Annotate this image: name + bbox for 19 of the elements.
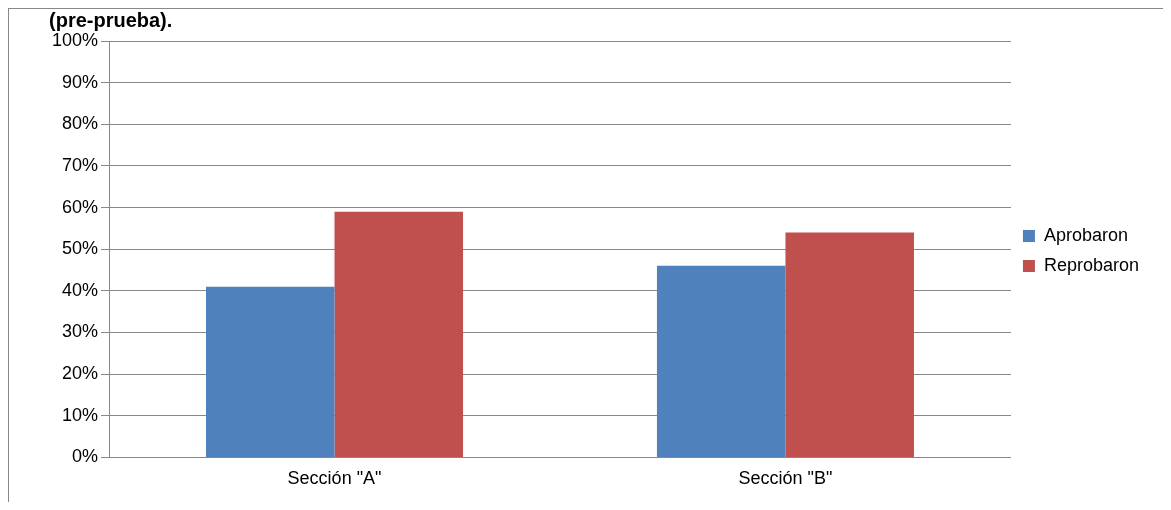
y-tick-label: 60% — [62, 196, 99, 217]
y-tick-label: 10% — [62, 404, 99, 425]
y-tick-label: 50% — [62, 238, 99, 259]
y-tick-label: 90% — [62, 71, 99, 92]
bar — [785, 232, 914, 457]
legend-label: Aprobaron — [1043, 224, 1128, 245]
bar — [656, 265, 786, 457]
chart-title: (pre-prueba). — [49, 8, 173, 31]
x-tick-label: Sección "A" — [287, 468, 382, 489]
y-tick-label: 40% — [62, 279, 99, 300]
legend-label: Reprobaron — [1043, 254, 1139, 275]
y-tick-label: 30% — [62, 321, 99, 342]
x-tick-label: Sección "B" — [738, 468, 833, 489]
y-tick-label: 20% — [62, 363, 99, 384]
bar — [205, 286, 335, 457]
y-tick-label: 70% — [62, 154, 99, 175]
y-tick-label: 0% — [72, 446, 99, 467]
bar — [334, 211, 464, 457]
y-tick-label: 80% — [62, 113, 99, 134]
